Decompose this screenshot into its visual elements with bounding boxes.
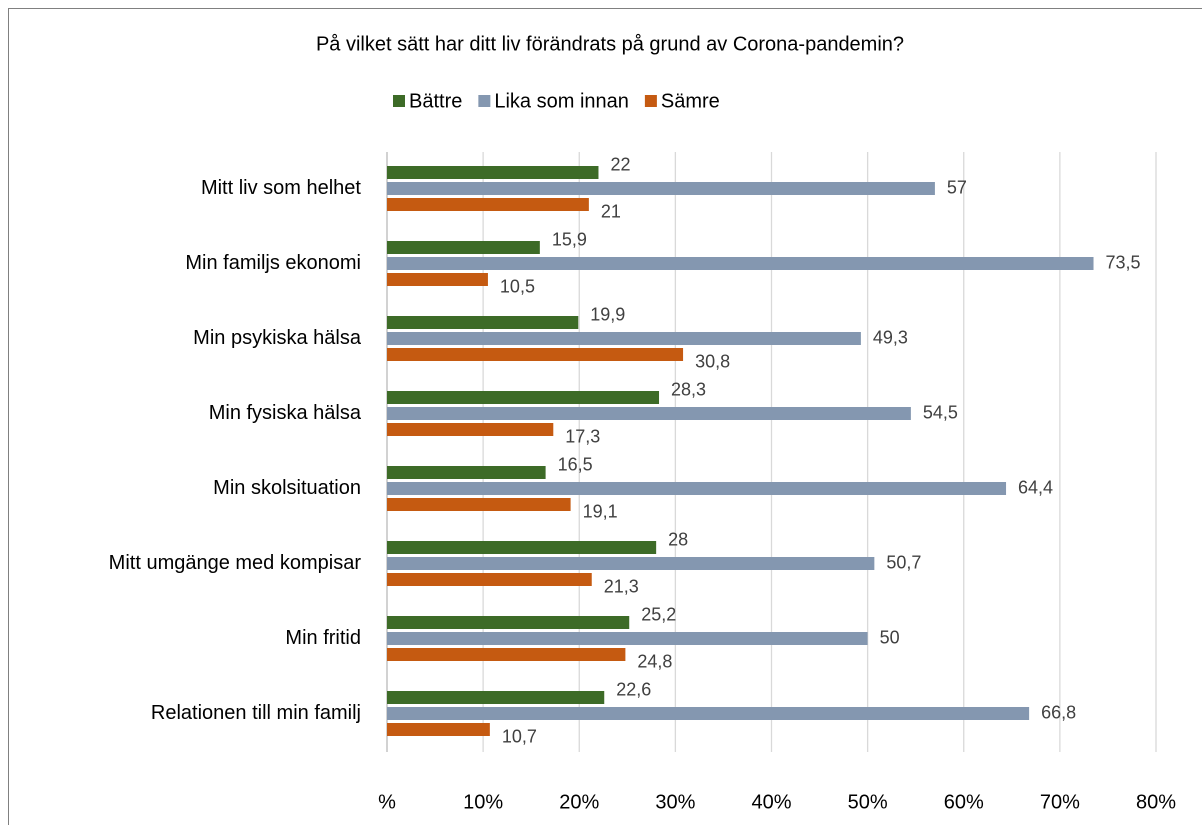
- y-tick-label: Mitt umgänge med kompisar: [109, 552, 362, 574]
- value-label: 28: [668, 529, 688, 549]
- bar: [387, 273, 488, 286]
- legend-swatch: [393, 95, 405, 107]
- value-label: 16,5: [558, 454, 593, 474]
- legend-swatch: [478, 95, 490, 107]
- bar: [387, 332, 861, 345]
- value-label: 10,5: [500, 276, 535, 296]
- value-label: 50: [880, 627, 900, 647]
- bar: [387, 616, 629, 629]
- value-label: 22,6: [616, 679, 651, 699]
- chart-title: På vilket sätt har ditt liv förändrats p…: [316, 33, 904, 55]
- value-label: 57: [947, 177, 967, 197]
- x-tick-label: 60%: [944, 791, 984, 813]
- value-label: 28,3: [671, 379, 706, 399]
- value-label: 21,3: [604, 576, 639, 596]
- y-tick-label: Min fysiska hälsa: [209, 402, 362, 424]
- y-tick-label: Min fritid: [285, 627, 361, 649]
- x-tick-label: 30%: [655, 791, 695, 813]
- bar: [387, 198, 589, 211]
- value-label: 24,8: [637, 651, 672, 671]
- y-tick-label: Min familjs ekonomi: [185, 252, 361, 274]
- value-label: 10,7: [502, 726, 537, 746]
- bar: [387, 407, 911, 420]
- bar: [387, 166, 598, 179]
- bar: [387, 466, 546, 479]
- value-label: 17,3: [565, 426, 600, 446]
- bar: [387, 182, 935, 195]
- bar: [387, 482, 1006, 495]
- y-tick-label: Relationen till min familj: [151, 702, 361, 724]
- x-tick-label: 40%: [751, 791, 791, 813]
- legend-label: Sämre: [661, 90, 720, 112]
- bar: [387, 648, 625, 661]
- bar: [387, 573, 592, 586]
- x-tick-label: 80%: [1136, 791, 1176, 813]
- bar: [387, 707, 1029, 720]
- bar: [387, 632, 868, 645]
- bar: [387, 498, 571, 511]
- x-tick-label: %: [378, 791, 396, 813]
- x-tick-label: 50%: [848, 791, 888, 813]
- bar: [387, 541, 656, 554]
- y-tick-label: Min psykiska hälsa: [193, 327, 362, 349]
- x-tick-label: 10%: [463, 791, 503, 813]
- x-tick-label: 70%: [1040, 791, 1080, 813]
- value-label: 22: [610, 154, 630, 174]
- bar: [387, 691, 604, 704]
- value-label: 19,9: [590, 304, 625, 324]
- bar: [387, 257, 1094, 270]
- value-label: 30,8: [695, 351, 730, 371]
- value-label: 15,9: [552, 229, 587, 249]
- bar: [387, 391, 659, 404]
- value-label: 73,5: [1106, 252, 1141, 272]
- bar: [387, 423, 553, 436]
- value-label: 66,8: [1041, 702, 1076, 722]
- bar: [387, 241, 540, 254]
- bar: [387, 348, 683, 361]
- legend-label: Lika som innan: [494, 90, 629, 112]
- legend-label: Bättre: [409, 90, 462, 112]
- value-label: 49,3: [873, 327, 908, 347]
- value-label: 21: [601, 201, 621, 221]
- legend-swatch: [645, 95, 657, 107]
- bar: [387, 723, 490, 736]
- x-tick-label: 20%: [559, 791, 599, 813]
- y-tick-label: Min skolsituation: [213, 477, 361, 499]
- bar: [387, 557, 874, 570]
- bar: [387, 316, 578, 329]
- y-tick-label: Mitt liv som helhet: [201, 177, 361, 199]
- value-label: 50,7: [886, 552, 921, 572]
- value-label: 64,4: [1018, 477, 1053, 497]
- value-label: 54,5: [923, 402, 958, 422]
- value-label: 19,1: [583, 501, 618, 521]
- value-label: 25,2: [641, 604, 676, 624]
